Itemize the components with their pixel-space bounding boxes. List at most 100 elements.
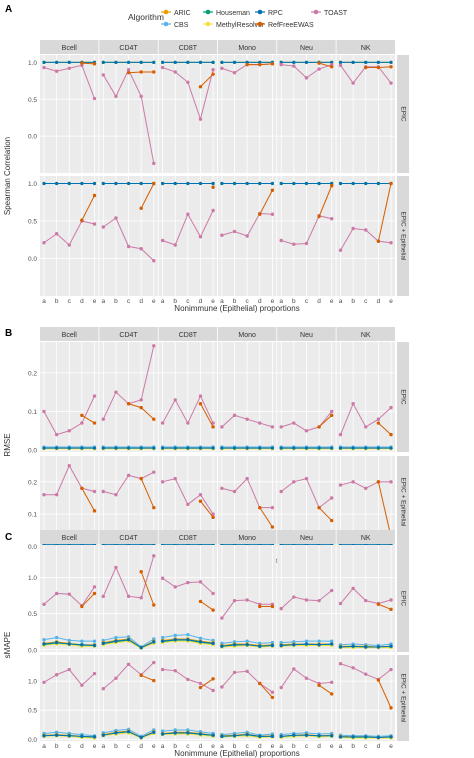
y-tick-label: 0.0 — [28, 647, 37, 654]
y-tick-label: 1.0 — [28, 60, 37, 67]
x-tick-label: b — [173, 743, 177, 750]
facet-strip — [217, 40, 277, 54]
x-tick-label: e — [93, 743, 97, 750]
data-point — [338, 432, 343, 437]
data-point — [139, 181, 143, 186]
data-point — [317, 214, 321, 219]
data-point — [304, 429, 309, 433]
x-tick-label: a — [42, 743, 46, 750]
facet-strip-label: CD4T — [119, 535, 138, 542]
data-point — [351, 60, 355, 64]
data-point — [304, 476, 309, 481]
data-point — [139, 645, 143, 650]
data-point — [198, 685, 203, 690]
data-point — [270, 643, 275, 648]
data-point — [317, 505, 321, 510]
data-point — [389, 241, 393, 245]
data-point — [338, 60, 343, 64]
x-tick-label: d — [258, 298, 262, 305]
data-point — [42, 446, 46, 450]
y-tick-label: 1.0 — [28, 575, 37, 582]
data-point — [389, 65, 393, 69]
data-point — [338, 181, 343, 186]
data-point — [198, 85, 203, 89]
x-tick-label: e — [389, 298, 393, 305]
data-point — [101, 73, 106, 77]
data-point — [152, 259, 156, 263]
series-line — [81, 62, 95, 65]
x-tick-label: a — [101, 298, 105, 305]
facet-strip — [158, 530, 218, 544]
y-tick-label: 0.5 — [28, 219, 37, 226]
data-point — [186, 181, 190, 186]
data-point — [292, 181, 296, 186]
x-tick-label: e — [211, 743, 215, 750]
facet-strip-label: Neu — [300, 332, 313, 339]
data-point — [80, 639, 84, 643]
data-point — [152, 678, 156, 683]
data-point — [42, 734, 46, 738]
data-point — [42, 638, 46, 642]
data-point — [186, 502, 190, 507]
data-point — [152, 554, 156, 558]
data-point — [92, 489, 97, 494]
data-point — [279, 62, 283, 67]
data-point — [92, 446, 97, 450]
x-tick-label: d — [80, 743, 84, 750]
data-point — [55, 181, 59, 186]
panel-B: BRMSEBcell0.00.10.20.00.10.2abcdeCD4Tabc… — [3, 327, 409, 565]
row-strip — [397, 456, 409, 548]
data-point — [152, 660, 156, 665]
facet-strip — [158, 40, 218, 54]
data-point — [114, 493, 118, 497]
facet-strip — [158, 327, 218, 341]
x-tick-label: e — [389, 743, 393, 750]
data-point — [92, 62, 97, 66]
data-point — [376, 480, 381, 484]
data-point — [173, 476, 177, 481]
legend-label: RefFreeEWAS — [268, 22, 314, 29]
data-point — [152, 603, 156, 607]
data-point — [126, 71, 131, 75]
data-point — [160, 576, 165, 580]
data-point — [338, 63, 343, 68]
data-point — [139, 673, 143, 678]
data-point — [330, 642, 334, 646]
data-point — [351, 181, 355, 186]
data-point — [330, 413, 334, 418]
data-point — [92, 509, 97, 513]
data-point — [80, 734, 84, 739]
x-tick-label: b — [292, 298, 296, 305]
data-point — [389, 735, 393, 739]
data-point — [80, 218, 84, 222]
x-axis-title: Nonimmune (Epithelial) proportions — [174, 304, 299, 313]
facet-strip — [336, 327, 395, 341]
data-point — [330, 446, 334, 450]
facet-strip-label: Bcell — [62, 45, 78, 52]
series-line — [318, 62, 332, 68]
x-tick-label: a — [339, 743, 343, 750]
data-point — [42, 60, 46, 64]
data-point — [245, 234, 249, 238]
data-point — [101, 594, 106, 599]
x-tick-label: d — [80, 298, 84, 305]
data-point — [317, 181, 321, 186]
y-tick-label: 0.0 — [28, 134, 37, 141]
data-point — [351, 644, 355, 648]
x-tick-label: b — [114, 743, 118, 750]
y-axis-title: Spearman Correlation — [3, 137, 12, 215]
data-point — [351, 446, 355, 450]
y-tick-label: 0.2 — [28, 370, 37, 377]
legend-key-point — [257, 9, 263, 15]
data-point — [126, 446, 131, 450]
data-point — [42, 602, 46, 606]
data-point — [114, 676, 118, 680]
data-point — [317, 61, 321, 65]
data-point — [220, 486, 224, 490]
data-point — [245, 476, 249, 481]
panel-label: A — [5, 4, 12, 15]
panel-A: A Spearman Correlation Bcell 0.0 0.5 1.0 0.0 0.… — [3, 4, 409, 313]
series-line — [318, 507, 333, 521]
data-point — [245, 62, 249, 67]
data-point — [160, 480, 165, 484]
